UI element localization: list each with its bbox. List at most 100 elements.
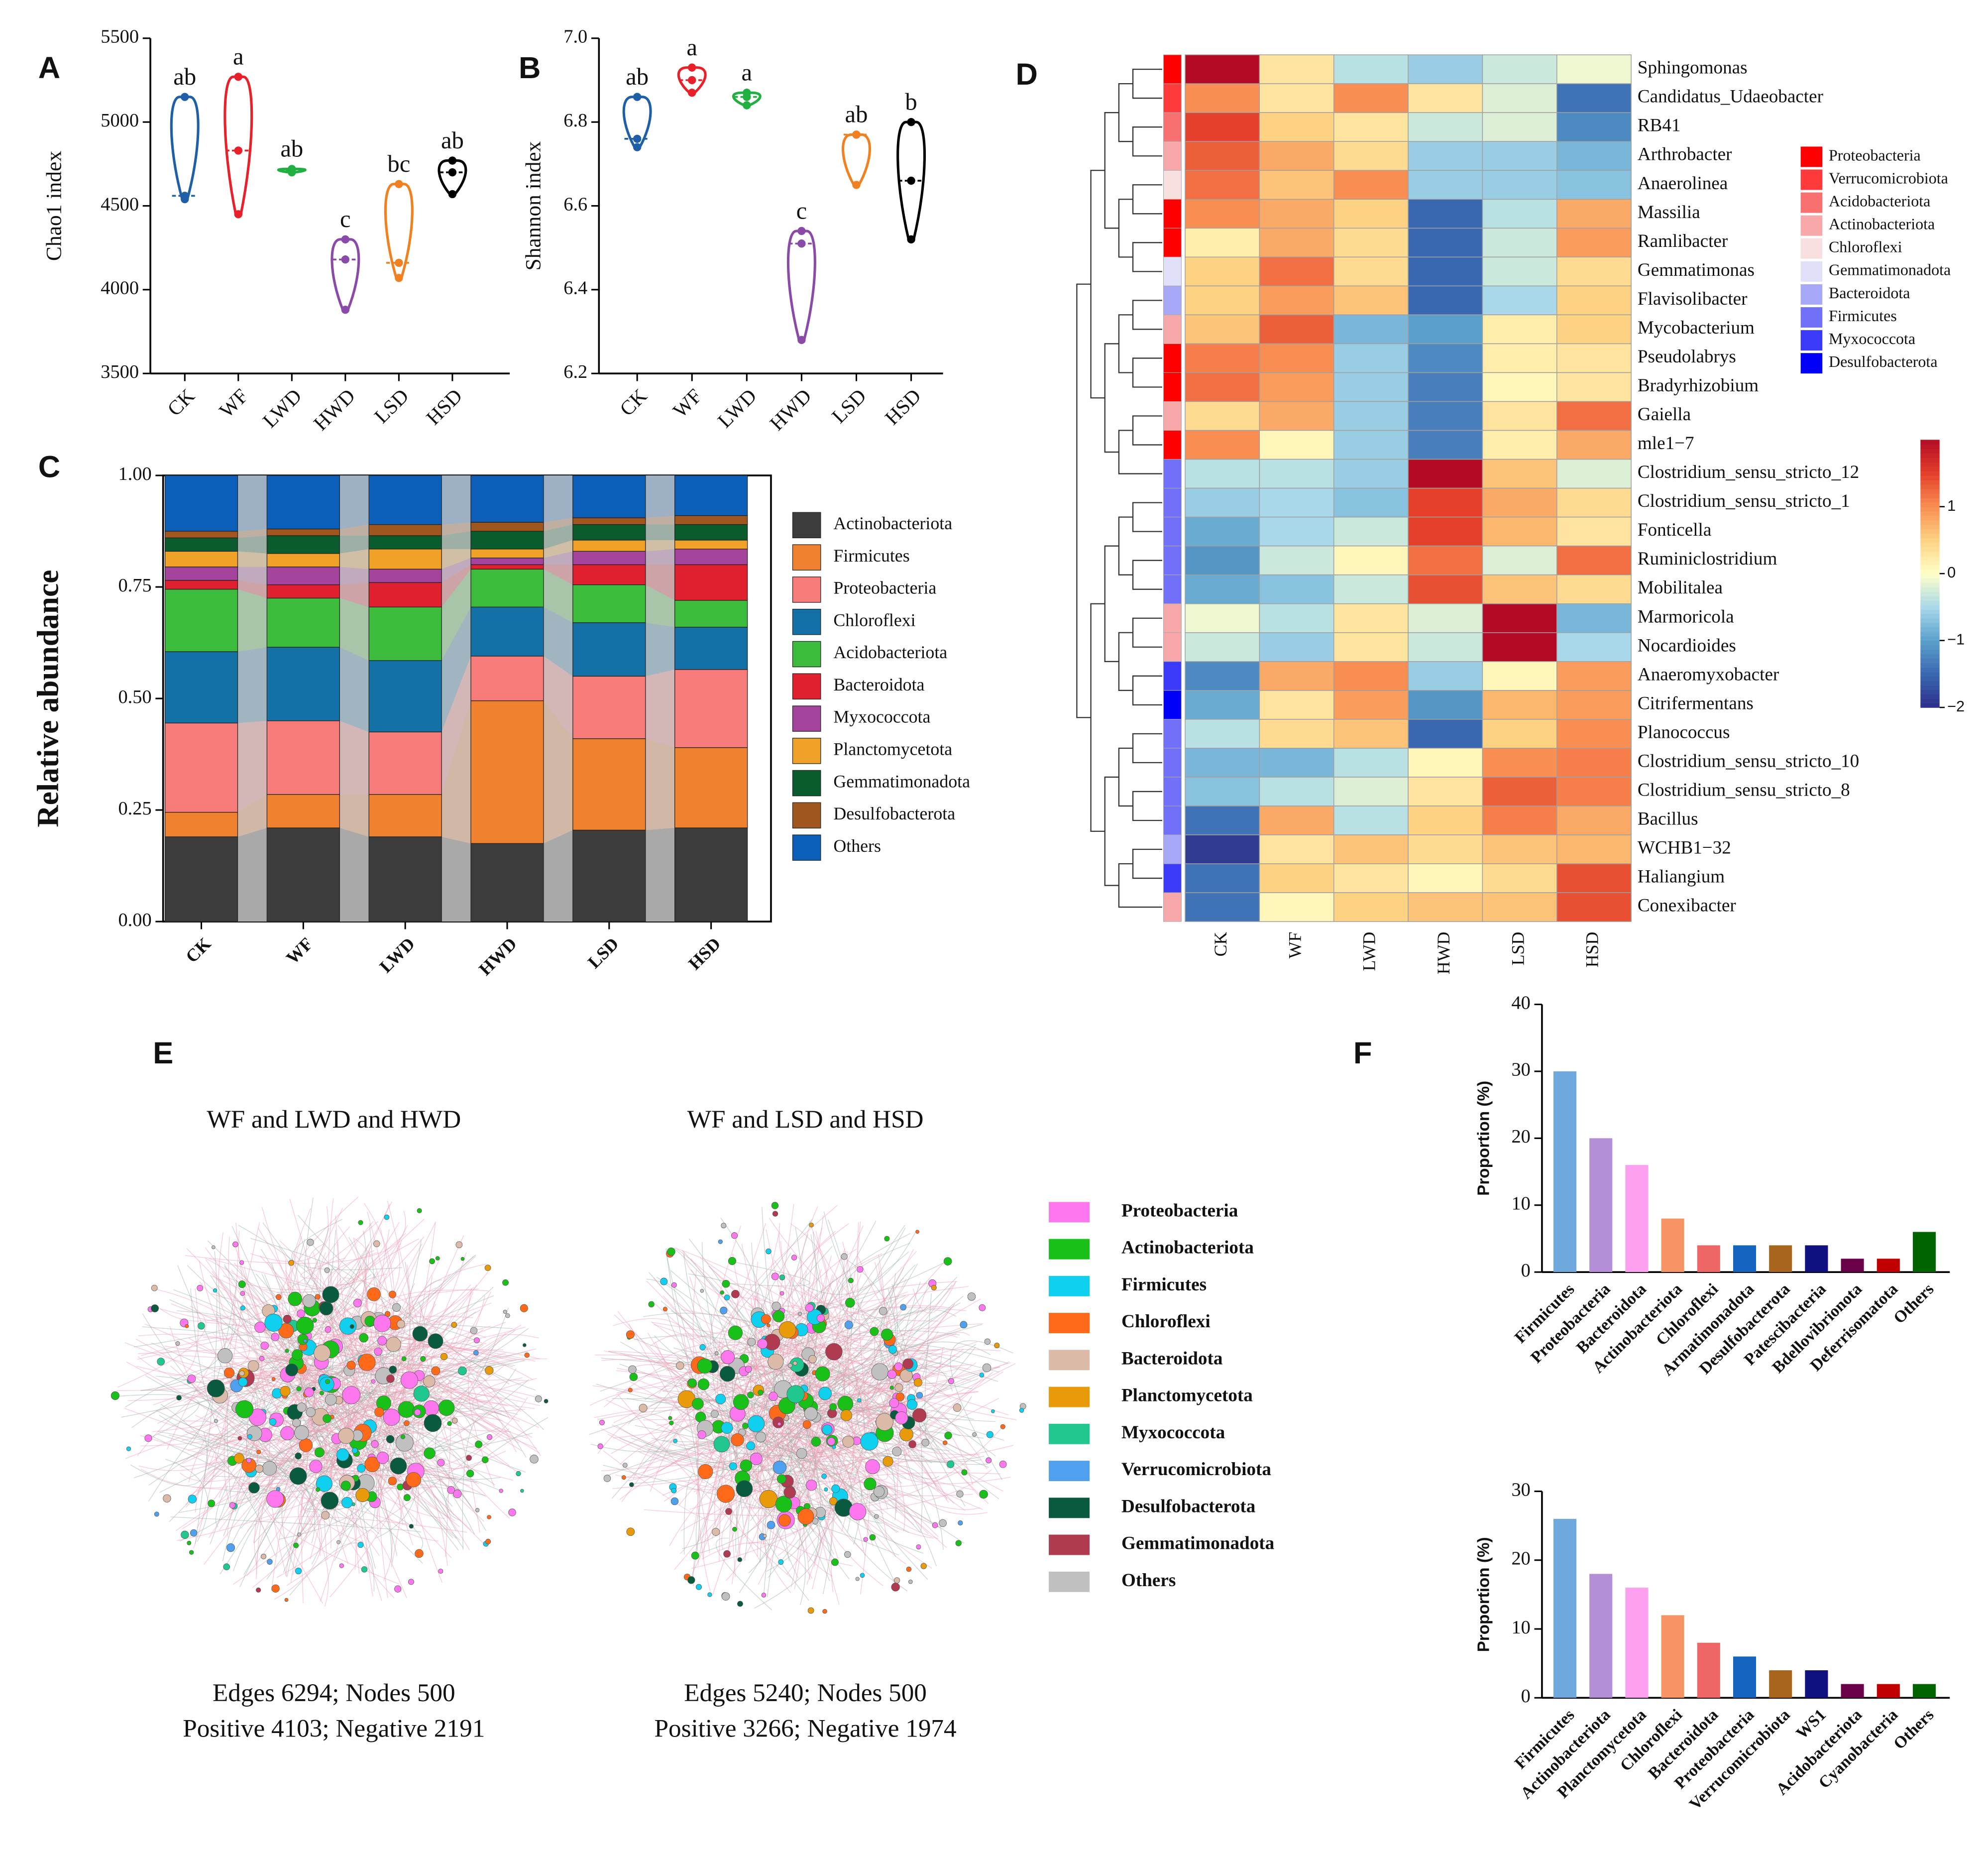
network-node xyxy=(361,1566,368,1573)
network-node xyxy=(359,1333,369,1343)
network-node xyxy=(960,1321,968,1329)
row-label: Planococcus xyxy=(1638,722,1730,742)
heat-cell xyxy=(1259,141,1334,171)
network-node xyxy=(358,1354,376,1371)
heat-cell xyxy=(1259,256,1334,287)
network-edge xyxy=(130,1431,208,1486)
heat-cell xyxy=(1185,285,1260,316)
point xyxy=(341,235,350,244)
network-node xyxy=(913,1378,922,1387)
network-edge xyxy=(628,1323,695,1433)
heat-cell xyxy=(1556,806,1632,835)
y-tick-label: 1.00 xyxy=(118,463,151,484)
flow xyxy=(237,567,267,585)
network-node xyxy=(260,1341,269,1350)
network-node xyxy=(899,1427,913,1441)
network-edge xyxy=(304,1197,330,1284)
heat-cell xyxy=(1333,141,1409,171)
colorbar-step xyxy=(1920,649,1940,655)
bar-segment xyxy=(368,535,442,550)
network-node xyxy=(864,1477,877,1491)
network-node xyxy=(673,1438,678,1443)
network-node xyxy=(269,1418,277,1426)
flow xyxy=(442,475,471,525)
network-node xyxy=(349,1324,354,1329)
network-node xyxy=(374,1347,382,1356)
significance-letter: c xyxy=(796,197,807,224)
network-node xyxy=(283,1314,292,1324)
heat-cell xyxy=(1556,748,1632,778)
colorbar-step xyxy=(1920,520,1940,525)
network-node xyxy=(424,1447,436,1459)
network-node xyxy=(944,1431,952,1440)
network-node xyxy=(175,1341,180,1346)
network-node xyxy=(663,1306,667,1312)
colorbar-step xyxy=(1920,538,1940,543)
network-node xyxy=(377,1336,387,1346)
bar-segment xyxy=(674,747,748,828)
network-node xyxy=(475,1508,480,1512)
bar xyxy=(1733,1656,1757,1698)
point xyxy=(688,76,696,85)
network-node xyxy=(256,1449,261,1454)
network-node xyxy=(319,1377,334,1392)
network-node xyxy=(915,1230,919,1234)
network-node xyxy=(629,1373,638,1382)
network-node xyxy=(776,1474,786,1484)
network-edge xyxy=(710,1226,744,1352)
column-label: WF xyxy=(1285,932,1305,959)
group-strip xyxy=(1163,372,1182,402)
colorbar-step xyxy=(1920,488,1940,494)
network-legend-swatch xyxy=(1049,1350,1090,1371)
heat-cell xyxy=(1333,372,1409,402)
point xyxy=(688,63,696,72)
row-label: mle1−7 xyxy=(1638,433,1694,454)
heat-cell xyxy=(1333,892,1409,922)
point xyxy=(181,93,189,101)
flow xyxy=(543,700,573,844)
network-node xyxy=(295,1567,302,1575)
column-label: CK xyxy=(1211,931,1230,956)
heat-cell xyxy=(1185,516,1260,547)
bar-segment xyxy=(368,569,442,583)
point xyxy=(743,101,751,110)
bar-segment xyxy=(674,669,748,748)
network-node xyxy=(371,1440,379,1448)
network-edge xyxy=(248,1273,372,1436)
row-label: Marmoricola xyxy=(1638,606,1734,627)
y-axis-label: Proportion (%) xyxy=(1474,1081,1493,1196)
flow xyxy=(645,515,675,525)
dendrogram xyxy=(1090,603,1105,832)
network-node xyxy=(921,1439,929,1447)
network-node xyxy=(176,1395,182,1400)
network-node xyxy=(979,1304,986,1311)
network-node xyxy=(748,1415,765,1432)
group-strip xyxy=(1163,690,1182,720)
network-edge xyxy=(322,1307,509,1475)
network-node xyxy=(772,1211,778,1217)
colorbar-step xyxy=(1920,511,1940,516)
row-label: Haliangium xyxy=(1638,867,1725,887)
heat-cell xyxy=(1482,372,1557,402)
flow xyxy=(237,794,267,837)
heat-cell xyxy=(1482,228,1557,258)
colorbar-step xyxy=(1920,515,1940,521)
heat-cell xyxy=(1556,459,1632,489)
network-legend-swatch xyxy=(1049,1387,1090,1407)
flow xyxy=(237,589,267,652)
row-label: Pseudolabrys xyxy=(1638,347,1736,367)
flow xyxy=(237,647,267,723)
network-node xyxy=(237,1436,242,1441)
network-node xyxy=(895,1411,908,1425)
network-edge xyxy=(158,1221,379,1322)
network-node xyxy=(271,1333,280,1341)
network-node xyxy=(737,1601,743,1607)
network-node xyxy=(758,1389,764,1395)
network-node xyxy=(721,1422,733,1434)
network-node xyxy=(766,1248,772,1255)
heat-cell xyxy=(1556,372,1632,402)
point xyxy=(633,143,642,151)
network-edge xyxy=(653,1277,816,1353)
network-node xyxy=(808,1355,817,1364)
network-node xyxy=(319,1301,333,1316)
